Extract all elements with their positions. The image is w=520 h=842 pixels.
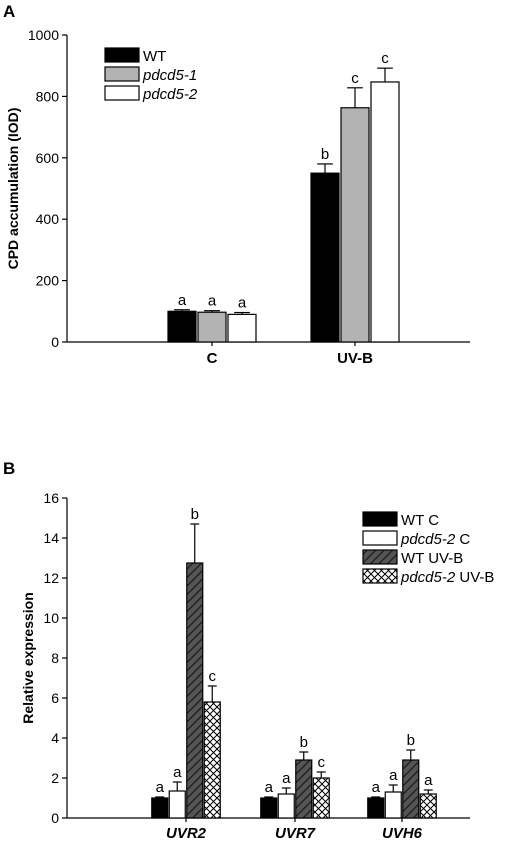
y-tick-label: 8 [51, 650, 59, 666]
significance-label: c [351, 70, 359, 87]
significance-label: c [209, 668, 217, 685]
bar [260, 797, 278, 819]
legend-label: WT UV-B [401, 550, 463, 567]
x-category-label: C [207, 350, 218, 367]
panel-label-b: B [3, 459, 15, 478]
y-tick-label: 14 [43, 530, 59, 546]
y-tick-label: 1000 [28, 27, 59, 43]
legend-label: pdcd5-2 C [400, 531, 470, 548]
y-tick-label: 6 [51, 690, 59, 706]
significance-label: a [389, 767, 398, 784]
chart-panel-a: 0 200 400 600 800 1000 CPD accumulation (IOD) C… [5, 27, 470, 367]
y-tick-label: 800 [36, 88, 60, 104]
x-category-label: UV-B [337, 350, 373, 367]
bar [310, 172, 340, 343]
y-tick-label: 16 [43, 490, 59, 506]
significance-label: a [282, 770, 291, 787]
significance-label: b [407, 732, 415, 749]
bar [370, 81, 400, 343]
significance-label: a [238, 295, 247, 312]
y-axis-title: Relative expression [20, 592, 36, 724]
legend-label: WT C [401, 512, 439, 529]
y-axis-title: CPD accumulation (IOD) [5, 108, 21, 270]
significance-label: a [173, 764, 182, 781]
significance-label: b [321, 146, 329, 163]
bar [227, 313, 257, 343]
significance-label: a [208, 293, 217, 310]
legend-swatch [362, 530, 398, 546]
bar [402, 759, 420, 819]
bar [295, 759, 313, 819]
legend-label: pdcd5-2 UV-B [400, 569, 494, 586]
legend-swatch [362, 549, 398, 565]
bar [419, 793, 437, 819]
legend-swatch [104, 85, 140, 101]
bar [203, 701, 221, 819]
legend-label: WT [143, 48, 166, 65]
x-category-label: UVR2 [166, 825, 207, 842]
bar [151, 797, 169, 819]
significance-label: c [318, 754, 326, 771]
legend-swatch [362, 511, 398, 527]
significance-label: a [372, 779, 381, 796]
bar [167, 310, 197, 343]
y-tick-label: 2 [51, 770, 59, 786]
bar [277, 793, 295, 819]
bar [312, 777, 330, 819]
y-tick-label: 600 [36, 150, 60, 166]
significance-label: c [381, 50, 389, 67]
bar [384, 791, 402, 819]
legend-swatch [104, 47, 140, 63]
y-tick-label: 0 [51, 810, 59, 826]
y-tick-label: 0 [51, 334, 59, 350]
bar [168, 790, 186, 819]
significance-label: a [424, 772, 433, 789]
y-tick-label: 200 [36, 273, 60, 289]
bar [186, 562, 204, 819]
significance-label: a [265, 779, 274, 796]
bar [367, 797, 385, 819]
legend-swatch [362, 568, 398, 584]
y-tick-label: 10 [43, 610, 59, 626]
legend-swatch [104, 66, 140, 82]
significance-label: a [156, 779, 165, 796]
bar [340, 107, 370, 343]
bar [197, 311, 227, 343]
legend-label: pdcd5-2 [142, 86, 198, 103]
x-category-label: UVH6 [382, 825, 423, 842]
y-tick-label: 400 [36, 211, 60, 227]
legend-label: pdcd5-1 [142, 67, 197, 84]
significance-label: b [191, 506, 199, 523]
significance-label: b [300, 734, 308, 751]
panel-label-a: A [3, 2, 15, 21]
y-tick-label: 4 [51, 730, 59, 746]
significance-label: a [178, 292, 187, 309]
y-tick-label: 12 [43, 570, 59, 586]
x-category-label: UVR7 [275, 825, 316, 842]
